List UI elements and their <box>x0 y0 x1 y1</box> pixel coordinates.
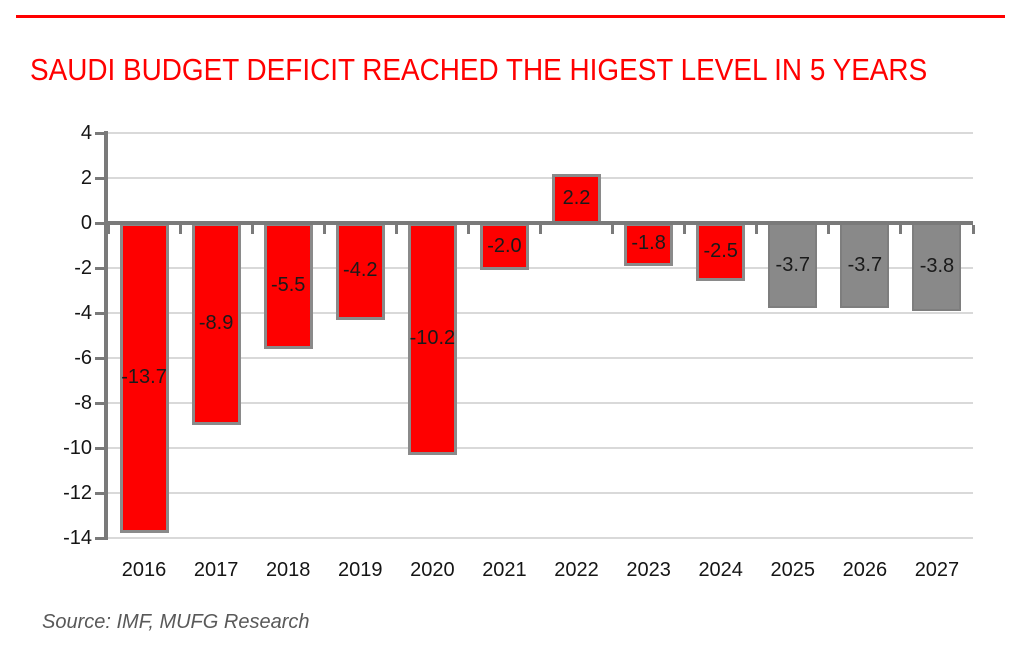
bar-2020 <box>407 223 457 455</box>
y-axis-label: -14 <box>63 527 92 549</box>
gridline-y--14 <box>108 537 973 539</box>
y-axis-label: -4 <box>74 302 92 324</box>
x-axis-label: 2016 <box>121 559 167 581</box>
y-axis-label: -8 <box>74 392 92 414</box>
bar-value-label: -4.2 <box>343 259 378 282</box>
bar-value-label: -8.9 <box>198 312 234 335</box>
x-axis-tick <box>394 225 398 234</box>
x-axis-label: 2017 <box>193 559 239 581</box>
gridline-y-4 <box>108 132 973 134</box>
x-axis-tick <box>683 225 687 234</box>
x-axis-label: 2026 <box>842 559 888 581</box>
y-axis-label: -2 <box>74 257 92 279</box>
y-axis-tick <box>95 536 108 540</box>
x-axis-label: 2024 <box>698 559 743 581</box>
bar-value-label: -10.2 <box>409 326 456 349</box>
bar-2023 <box>624 223 674 266</box>
bar-2021 <box>479 223 529 270</box>
bar-value-label: -2.5 <box>703 240 738 263</box>
bar-value-label: 2.2 <box>562 187 591 210</box>
gridline-y--12 <box>108 492 973 494</box>
x-axis-tick <box>899 225 903 234</box>
x-axis-label: 2025 <box>770 559 816 581</box>
x-axis-tick <box>322 225 326 234</box>
y-axis-label: 2 <box>80 167 92 189</box>
y-axis-line <box>104 131 108 540</box>
source-note: Source: IMF, MUFG Research <box>42 611 310 633</box>
y-axis-tick <box>95 266 108 270</box>
y-axis-tick <box>95 491 108 495</box>
x-axis-label: 2022 <box>554 559 599 581</box>
gridline-y--8 <box>108 402 973 404</box>
y-axis-label: -12 <box>63 482 92 504</box>
bar-2025 <box>768 223 818 309</box>
bar-2018 <box>263 223 313 349</box>
page-title: SAUDI BUDGET DEFICIT REACHED THE HIGEST … <box>30 52 928 87</box>
y-axis-label: -6 <box>74 347 92 369</box>
y-axis-tick <box>95 311 108 315</box>
bar-value-label: -3.8 <box>919 254 955 277</box>
bar-2019 <box>335 223 385 320</box>
bar-2027 <box>912 223 962 311</box>
zero-axis-line <box>104 221 973 225</box>
gridline-y--10 <box>108 447 973 449</box>
x-axis-tick <box>466 225 470 234</box>
bar-2017 <box>191 223 241 426</box>
y-axis-tick <box>95 176 108 180</box>
x-axis-label: 2023 <box>626 559 671 581</box>
y-axis-tick <box>95 446 108 450</box>
x-axis-tick <box>971 225 975 234</box>
x-axis-tick <box>106 225 110 234</box>
x-axis-tick <box>539 225 542 234</box>
x-axis-label: 2018 <box>265 559 311 581</box>
gridline-y--2 <box>108 267 973 269</box>
y-axis-tick <box>95 131 108 135</box>
bar-value-label: -2.0 <box>487 234 522 257</box>
y-axis-tick <box>95 401 108 405</box>
x-axis-label: 2027 <box>914 559 960 581</box>
y-axis-label: 0 <box>80 212 92 234</box>
y-axis-label: -10 <box>63 437 92 459</box>
bar-value-label: -3.7 <box>847 253 883 276</box>
x-axis-tick <box>611 225 615 234</box>
x-axis-tick <box>755 225 759 234</box>
bar-value-label: -3.7 <box>775 253 811 276</box>
x-axis-label: 2019 <box>338 559 383 581</box>
y-axis-label: 4 <box>80 122 92 144</box>
y-axis-tick <box>95 221 108 225</box>
bar-value-label: -13.7 <box>121 366 167 389</box>
bar-value-label: -5.5 <box>270 273 306 296</box>
bar-value-label: -1.8 <box>631 232 666 255</box>
x-axis-tick <box>827 225 831 234</box>
x-axis-tick <box>178 225 182 234</box>
gridline-y-2 <box>108 177 973 179</box>
x-axis-label: 2020 <box>410 559 455 581</box>
x-axis-tick <box>250 225 254 234</box>
bar-2026 <box>840 223 890 309</box>
gridline-y--4 <box>108 312 973 314</box>
x-axis-label: 2021 <box>482 559 527 581</box>
gridline-y--6 <box>108 357 973 359</box>
top-rule <box>16 15 1005 18</box>
y-axis-tick <box>95 356 108 360</box>
